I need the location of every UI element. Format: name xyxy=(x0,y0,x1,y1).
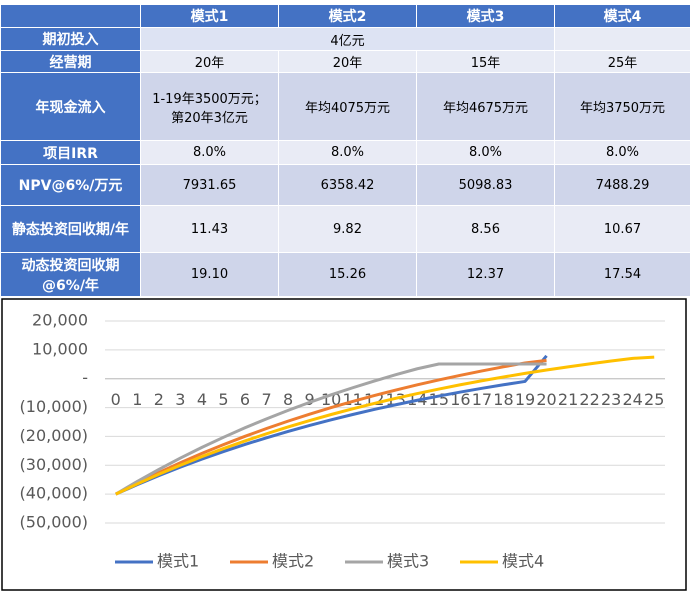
table-body: 模式1 模式2 模式3 模式4 期初投入 4亿元 经营期 20年 20年 15年 25年 年现金流入 1… xyxy=(0,4,690,297)
x-tick-label: 24 xyxy=(623,390,643,409)
series-line xyxy=(115,354,548,496)
x-tick-label: 4 xyxy=(197,390,207,409)
table-row: NPV@6%/万元 7931.65 6358.42 5098.83 7488.29 xyxy=(0,164,690,206)
x-tick-label: 22 xyxy=(579,390,599,409)
table-row: 静态投资回收期/年 11.43 9.82 8.56 10.67 xyxy=(0,205,690,253)
x-tick-label: 8 xyxy=(283,390,293,409)
table-cell: 8.0% xyxy=(278,140,417,165)
row-label: 期初投入 xyxy=(0,27,141,51)
y-tick-label: (40,000) xyxy=(20,484,88,503)
y-tick-label: (10,000) xyxy=(20,397,88,416)
table-row: 项目IRR 8.0% 8.0% 8.0% 8.0% xyxy=(0,140,690,165)
y-tick-label: (30,000) xyxy=(20,455,88,474)
table-row: 动态投资回收期@6%/年 19.10 15.26 12.37 17.54 xyxy=(0,252,690,297)
series-line xyxy=(115,355,655,496)
table-cell: 8.0% xyxy=(140,140,279,165)
column-header: 模式1 xyxy=(140,4,279,28)
table-cell: 9.82 xyxy=(278,205,417,253)
legend-label: 模式2 xyxy=(272,552,314,571)
table-cell: 年均4075万元 xyxy=(278,72,417,141)
x-tick-label: 9 xyxy=(305,390,315,409)
x-tick-label: 16 xyxy=(450,390,470,409)
cell-line: 1-19年3500万元； xyxy=(152,91,267,107)
legend-label: 模式4 xyxy=(502,552,544,571)
x-tick-label: 2 xyxy=(154,390,164,409)
legend-label: 模式3 xyxy=(387,552,429,571)
x-tick-label: 6 xyxy=(240,390,250,409)
table-cell: 1-19年3500万元； 第20年3亿元 xyxy=(140,72,279,141)
table-cell: 6358.42 xyxy=(278,164,417,206)
series-line xyxy=(115,358,547,496)
x-tick-label: 0 xyxy=(111,390,121,409)
y-tick-label: (50,000) xyxy=(20,513,88,532)
cell-line: 第20年3亿元 xyxy=(171,110,248,126)
x-tick-label: 18 xyxy=(493,390,513,409)
x-tick-label: 21 xyxy=(558,390,578,409)
table-cell: 17.54 xyxy=(554,252,690,297)
x-tick-label: 3 xyxy=(175,390,185,409)
column-header: 模式4 xyxy=(554,4,690,28)
table-cell: 年均4675万元 xyxy=(416,72,555,141)
y-tick-label: - xyxy=(82,368,88,387)
table-cell: 25年 xyxy=(554,50,690,73)
x-tick-label: 5 xyxy=(218,390,228,409)
table-row: 期初投入 4亿元 xyxy=(0,27,690,51)
chart: 20,000 10,000 - (10,000) (20,000) (30,000) (40… xyxy=(1,298,687,591)
x-tick-label: 19 xyxy=(515,390,535,409)
x-tick-label: 15 xyxy=(429,390,449,409)
x-tick-label: 25 xyxy=(644,390,664,409)
x-tick-label: 20 xyxy=(536,390,556,409)
table-cell: 5098.83 xyxy=(416,164,555,206)
row-label: 项目IRR xyxy=(0,140,141,165)
table-cell: 20年 xyxy=(140,50,279,73)
table-cell: 20年 xyxy=(278,50,417,73)
column-header: 模式2 xyxy=(278,4,417,28)
empty-cell xyxy=(554,27,690,51)
table-cell: 11.43 xyxy=(140,205,279,253)
column-header: 模式3 xyxy=(416,4,555,28)
corner-cell xyxy=(0,4,141,28)
table-cell: 10.67 xyxy=(554,205,690,253)
table-cell: 4亿元 xyxy=(140,27,555,51)
series-line xyxy=(115,362,547,496)
table-cell: 年均3750万元 xyxy=(554,72,690,141)
table-cell: 8.56 xyxy=(416,205,555,253)
table-cell: 7931.65 xyxy=(140,164,279,206)
row-label: 静态投资回收期/年 xyxy=(0,205,141,253)
summary-table: 模式1 模式2 模式3 模式4 期初投入 4亿元 经营期 20年 20年 15年 25年 年现金流入 1… xyxy=(0,4,690,297)
header-row: 模式1 模式2 模式3 模式4 xyxy=(0,4,690,28)
table-cell: 8.0% xyxy=(554,140,690,165)
table-cell: 8.0% xyxy=(416,140,555,165)
chart-frame xyxy=(1,298,687,591)
y-tick-label: (20,000) xyxy=(20,426,88,445)
table-cell: 19.10 xyxy=(140,252,279,297)
row-label: 年现金流入 xyxy=(0,72,141,141)
row-label: NPV@6%/万元 xyxy=(0,164,141,206)
x-tick-label: 23 xyxy=(601,390,621,409)
x-tick-label: 1 xyxy=(132,390,142,409)
row-label: 经营期 xyxy=(0,50,141,73)
table-cell: 15年 xyxy=(416,50,555,73)
table-row: 年现金流入 1-19年3500万元； 第20年3亿元 年均4075万元 年均4675万元… xyxy=(0,72,690,141)
table-cell: 7488.29 xyxy=(554,164,690,206)
row-label: 动态投资回收期@6%/年 xyxy=(0,252,141,297)
table-row: 经营期 20年 20年 15年 25年 xyxy=(0,50,690,73)
x-tick-label: 10 xyxy=(321,390,341,409)
legend-label: 模式1 xyxy=(157,552,199,571)
y-tick-label: 10,000 xyxy=(32,339,88,358)
x-tick-label: 11 xyxy=(343,390,363,409)
x-tick-label: 7 xyxy=(261,390,271,409)
table-cell: 15.26 xyxy=(278,252,417,297)
y-tick-label: 20,000 xyxy=(32,311,88,330)
table-cell: 12.37 xyxy=(416,252,555,297)
x-tick-label: 17 xyxy=(472,390,492,409)
